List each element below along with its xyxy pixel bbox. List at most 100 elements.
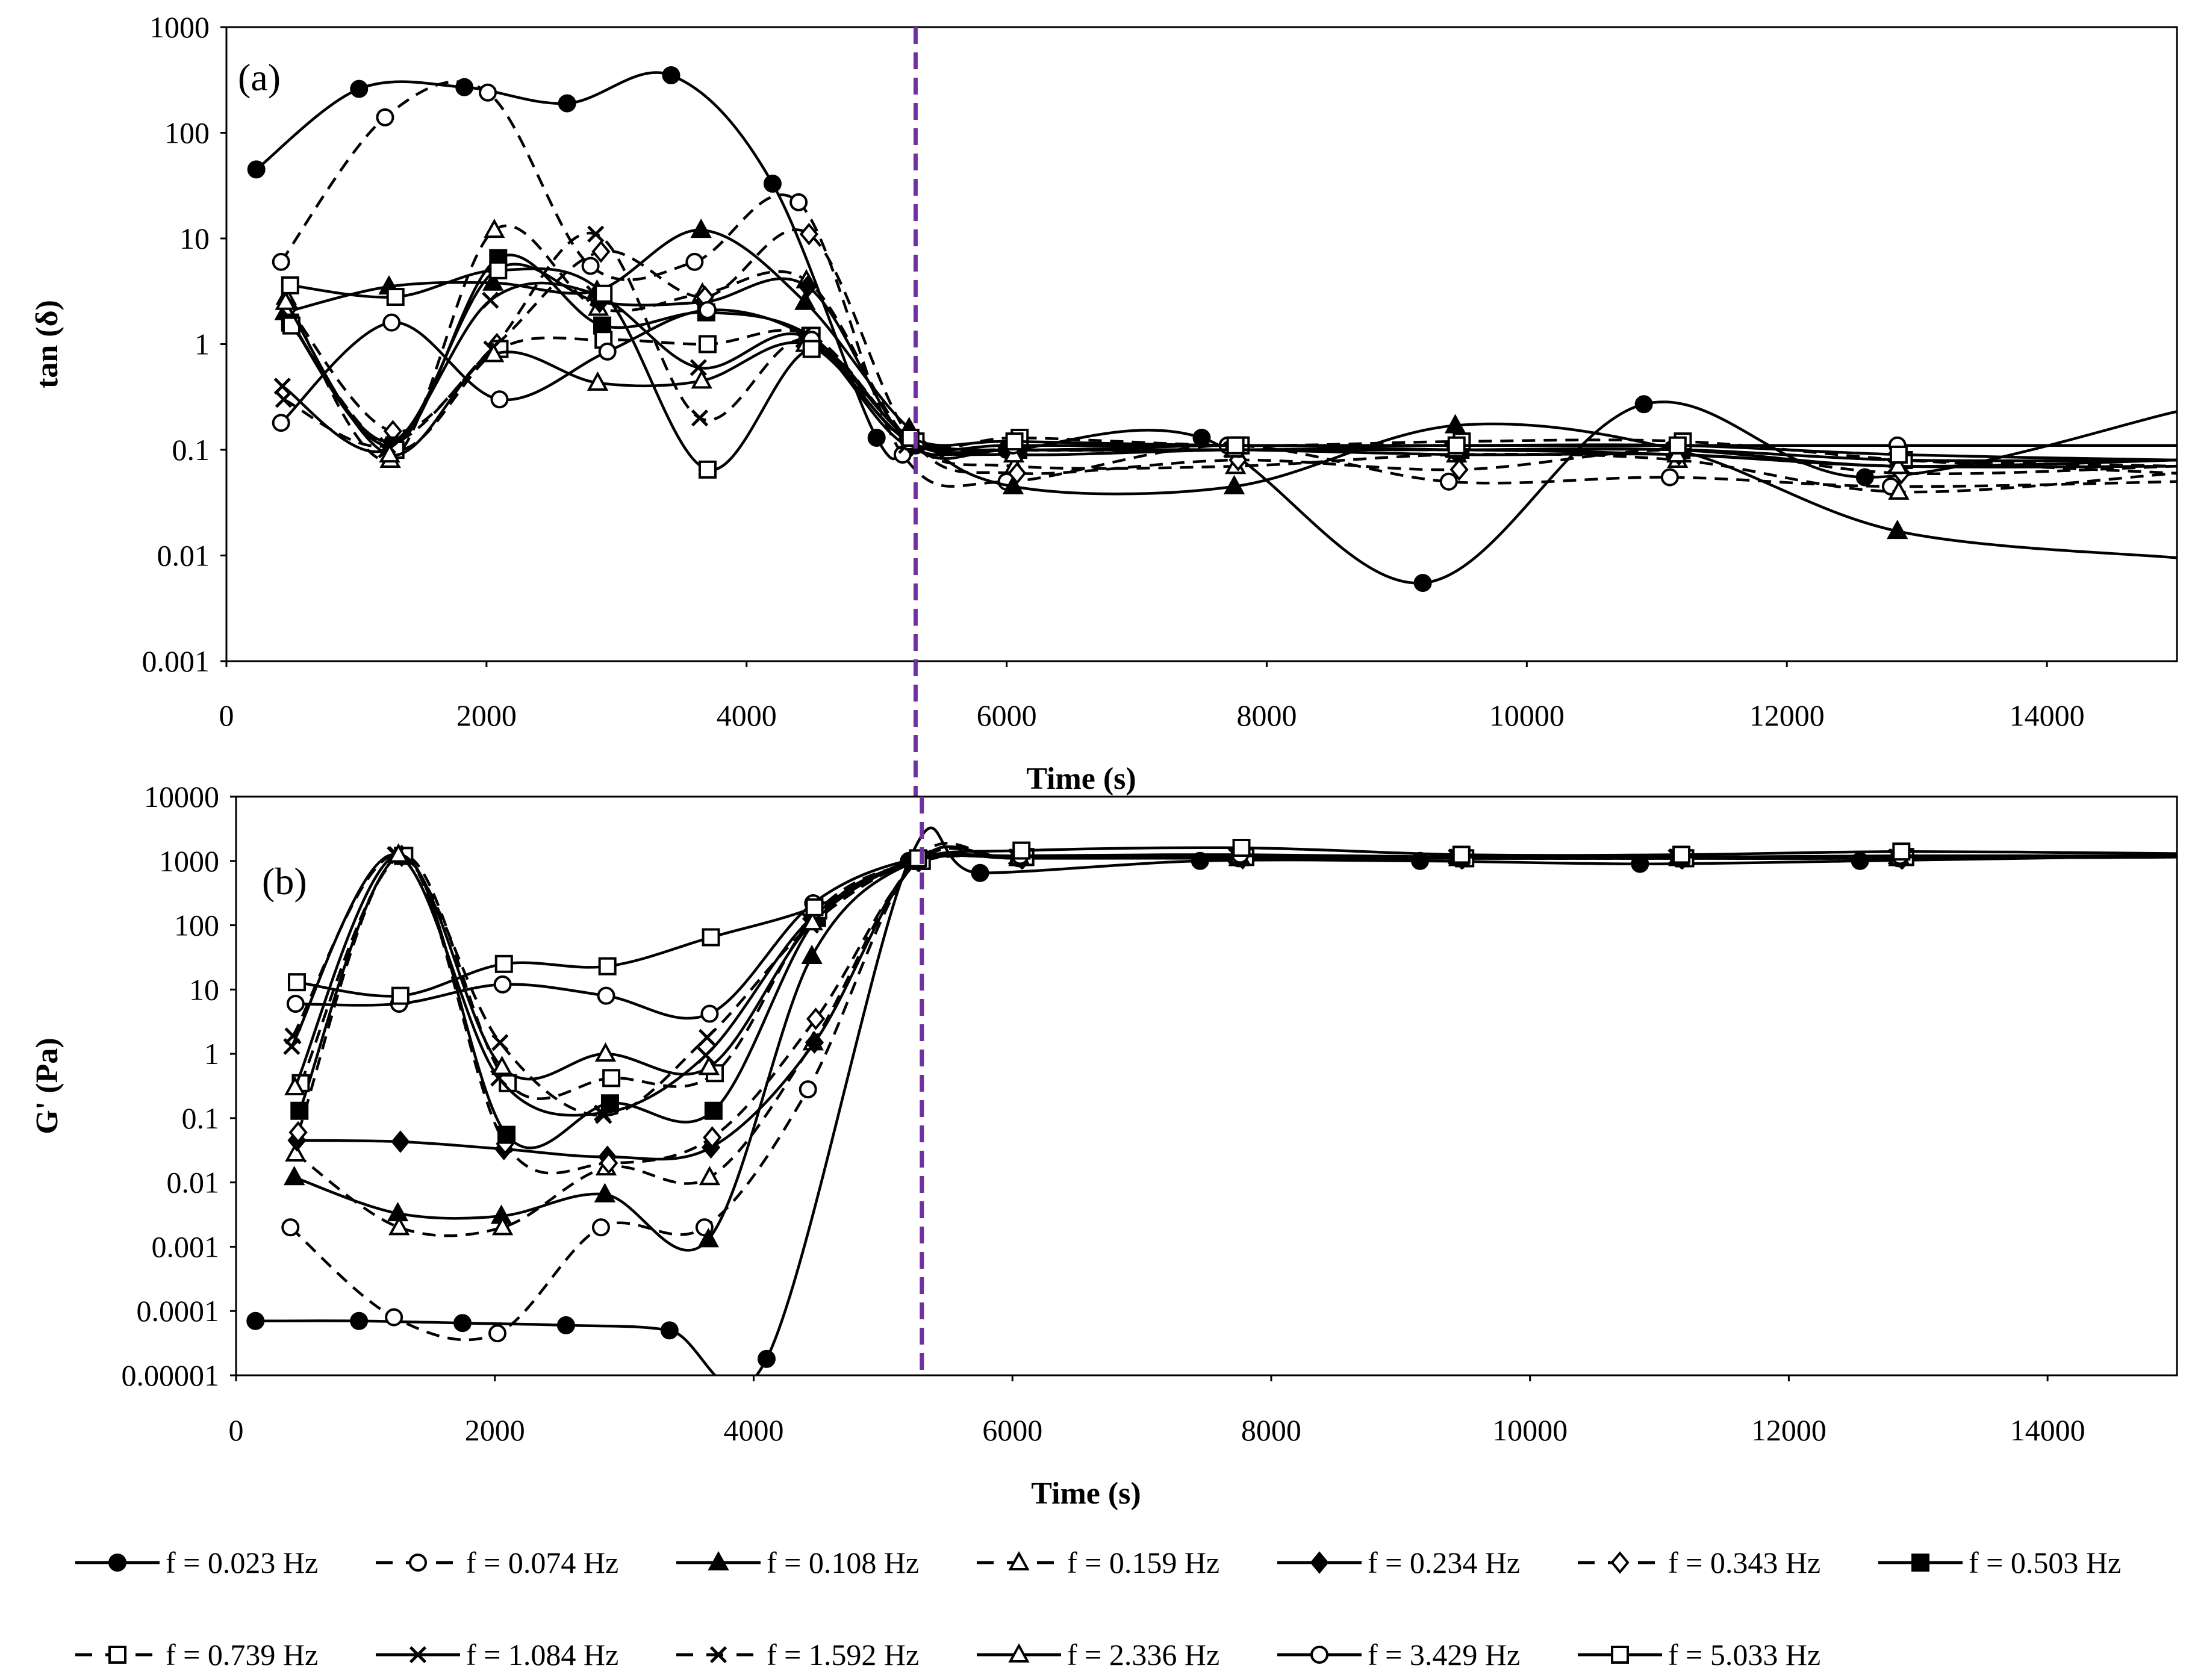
panel-a-data-point [591,240,611,263]
panel-b-data-point [387,843,409,863]
panel-a-y-tick-label: 0.001 [142,644,210,678]
panel-a-data-point [1223,474,1245,494]
panel-a-data-point [247,160,266,179]
panel-b-data-point [246,1311,265,1330]
panel-a-series-line [255,71,2177,585]
legend-marker [1611,1646,1629,1664]
panel-b-y-axis-label: G' (Pa) [30,1038,64,1134]
panel-a-x-tick-label: 0 [219,698,234,732]
panel-b-data-point [595,1107,612,1124]
panel-b-data-point [290,1101,309,1120]
panel-b-data-point [700,1004,719,1023]
panel-b-data-point [281,1218,300,1237]
panel-b-series-line [293,851,2177,1252]
panel-b-data-point [698,1028,716,1046]
panel-a-data-point [1668,436,1687,455]
panel-b-data-point [385,1308,403,1327]
panel-a-data-point [1887,519,1908,540]
panel-a-series-line [290,267,2177,471]
panel-b-plot-area [235,795,2178,1377]
panel-b-x-tick-label: 12000 [1751,1413,1826,1447]
panel-a-series-5.033hz [281,261,2177,479]
panel-b-data-point [285,1142,307,1162]
panel-a-data-point [1634,395,1653,414]
panel-b-series-0.159hz [285,845,2177,1237]
panel-a-data-point [272,252,290,271]
panel-b-data-point [971,863,989,882]
panel-b-y-tick-label: 1 [204,1037,219,1071]
panel-b-series-line [299,854,2177,1100]
panel-b-data-point [1232,838,1251,857]
panel-a-data-point [376,108,394,126]
legend-item: f = 5.033 Hz [1578,1638,1820,1672]
panel-a-data-point [1007,462,1027,485]
panel-b-series-0.503hz [290,847,2177,1150]
panel-a-y-axis-label: tan (δ) [30,300,64,388]
legend-marker [1310,1551,1329,1574]
legend-item: f = 0.343 Hz [1578,1546,1820,1579]
panel-b-series-0.234hz [287,845,2177,1168]
panel-a-data-point [698,460,717,479]
panel-b-data-point [702,928,720,947]
panel-a-data-point [1447,436,1466,455]
panel-a-data-point [382,313,401,332]
panel-b-y-tick-label: 0.0001 [137,1294,220,1328]
panel-b-series-line [295,853,2177,1020]
legend-label: f = 1.592 Hz [767,1638,919,1672]
panel-a-data-point [802,340,821,358]
panel-a-data-point [1439,472,1458,491]
panel-a-series-line [284,228,2177,559]
legend-item: f = 1.084 Hz [376,1638,618,1672]
panel-a-data-point [386,288,405,306]
legend-marker [1310,1646,1328,1664]
panel-a-data-point [1002,474,1024,494]
panel-a-x-tick-label: 8000 [1236,698,1297,732]
panel-a-series-line [289,254,2177,462]
panel-b-data-point [286,995,305,1013]
panel-a-data-point [1192,429,1211,447]
panel-a-data-point [558,94,576,113]
panel-a-y-tick-label: 1000 [149,10,210,44]
panel-b-data-point [699,1166,721,1186]
legend-marker [1911,1554,1929,1572]
panel-a-series-line [280,308,2177,452]
panel-b-data-point [1012,841,1031,860]
panel-b-data-point [697,1228,719,1248]
panel-a-data-point [379,443,400,463]
panel-a-data-point [763,175,782,193]
panel-b-data-point [594,1042,617,1062]
legend-item: f = 0.739 Hz [75,1638,318,1672]
panel-a-series-line [279,80,2177,488]
panel-a-data-point [1005,432,1024,451]
panel-b-data-point [757,1349,776,1368]
panel-a-series-0.023hz [247,66,2177,593]
legend-item: f = 0.159 Hz [977,1546,1219,1579]
panel-b-data-point [701,1136,721,1159]
panel-a-data-point [698,300,717,319]
panel-b-series-line [296,845,2177,1161]
legend-item: f = 1.592 Hz [676,1638,919,1672]
panel-a-data-point [1855,468,1874,487]
panel-b-x-tick-label: 4000 [723,1413,783,1447]
legend-marker [1008,1643,1030,1663]
panel-b-data-point [703,1126,722,1149]
panel-b-y-tick-label: 100 [174,909,219,942]
panel-b-data-point [602,1069,621,1087]
panel-a-x-tick-label: 4000 [717,698,777,732]
panel-b-data-point [698,1056,720,1075]
panel-a-data-point [867,429,886,447]
panel-a-plot-area [225,26,2178,662]
panel-a-data-point [799,223,818,246]
panel-b-data-point [660,1321,679,1340]
legend-item: f = 0.234 Hz [1277,1546,1520,1579]
panel-b-data-point [284,1027,302,1045]
panel-b-data-point [805,898,824,916]
panel-b-y-tick-label: 1000 [159,844,219,878]
panel-a-data-point [662,66,680,85]
legend-marker [409,1554,427,1572]
panel-b-data-point [287,973,306,992]
panel-a-data-point [1888,480,1910,500]
panel-a-series-3.429hz [272,300,2177,455]
panel-a-x-tick-label: 6000 [977,698,1037,732]
